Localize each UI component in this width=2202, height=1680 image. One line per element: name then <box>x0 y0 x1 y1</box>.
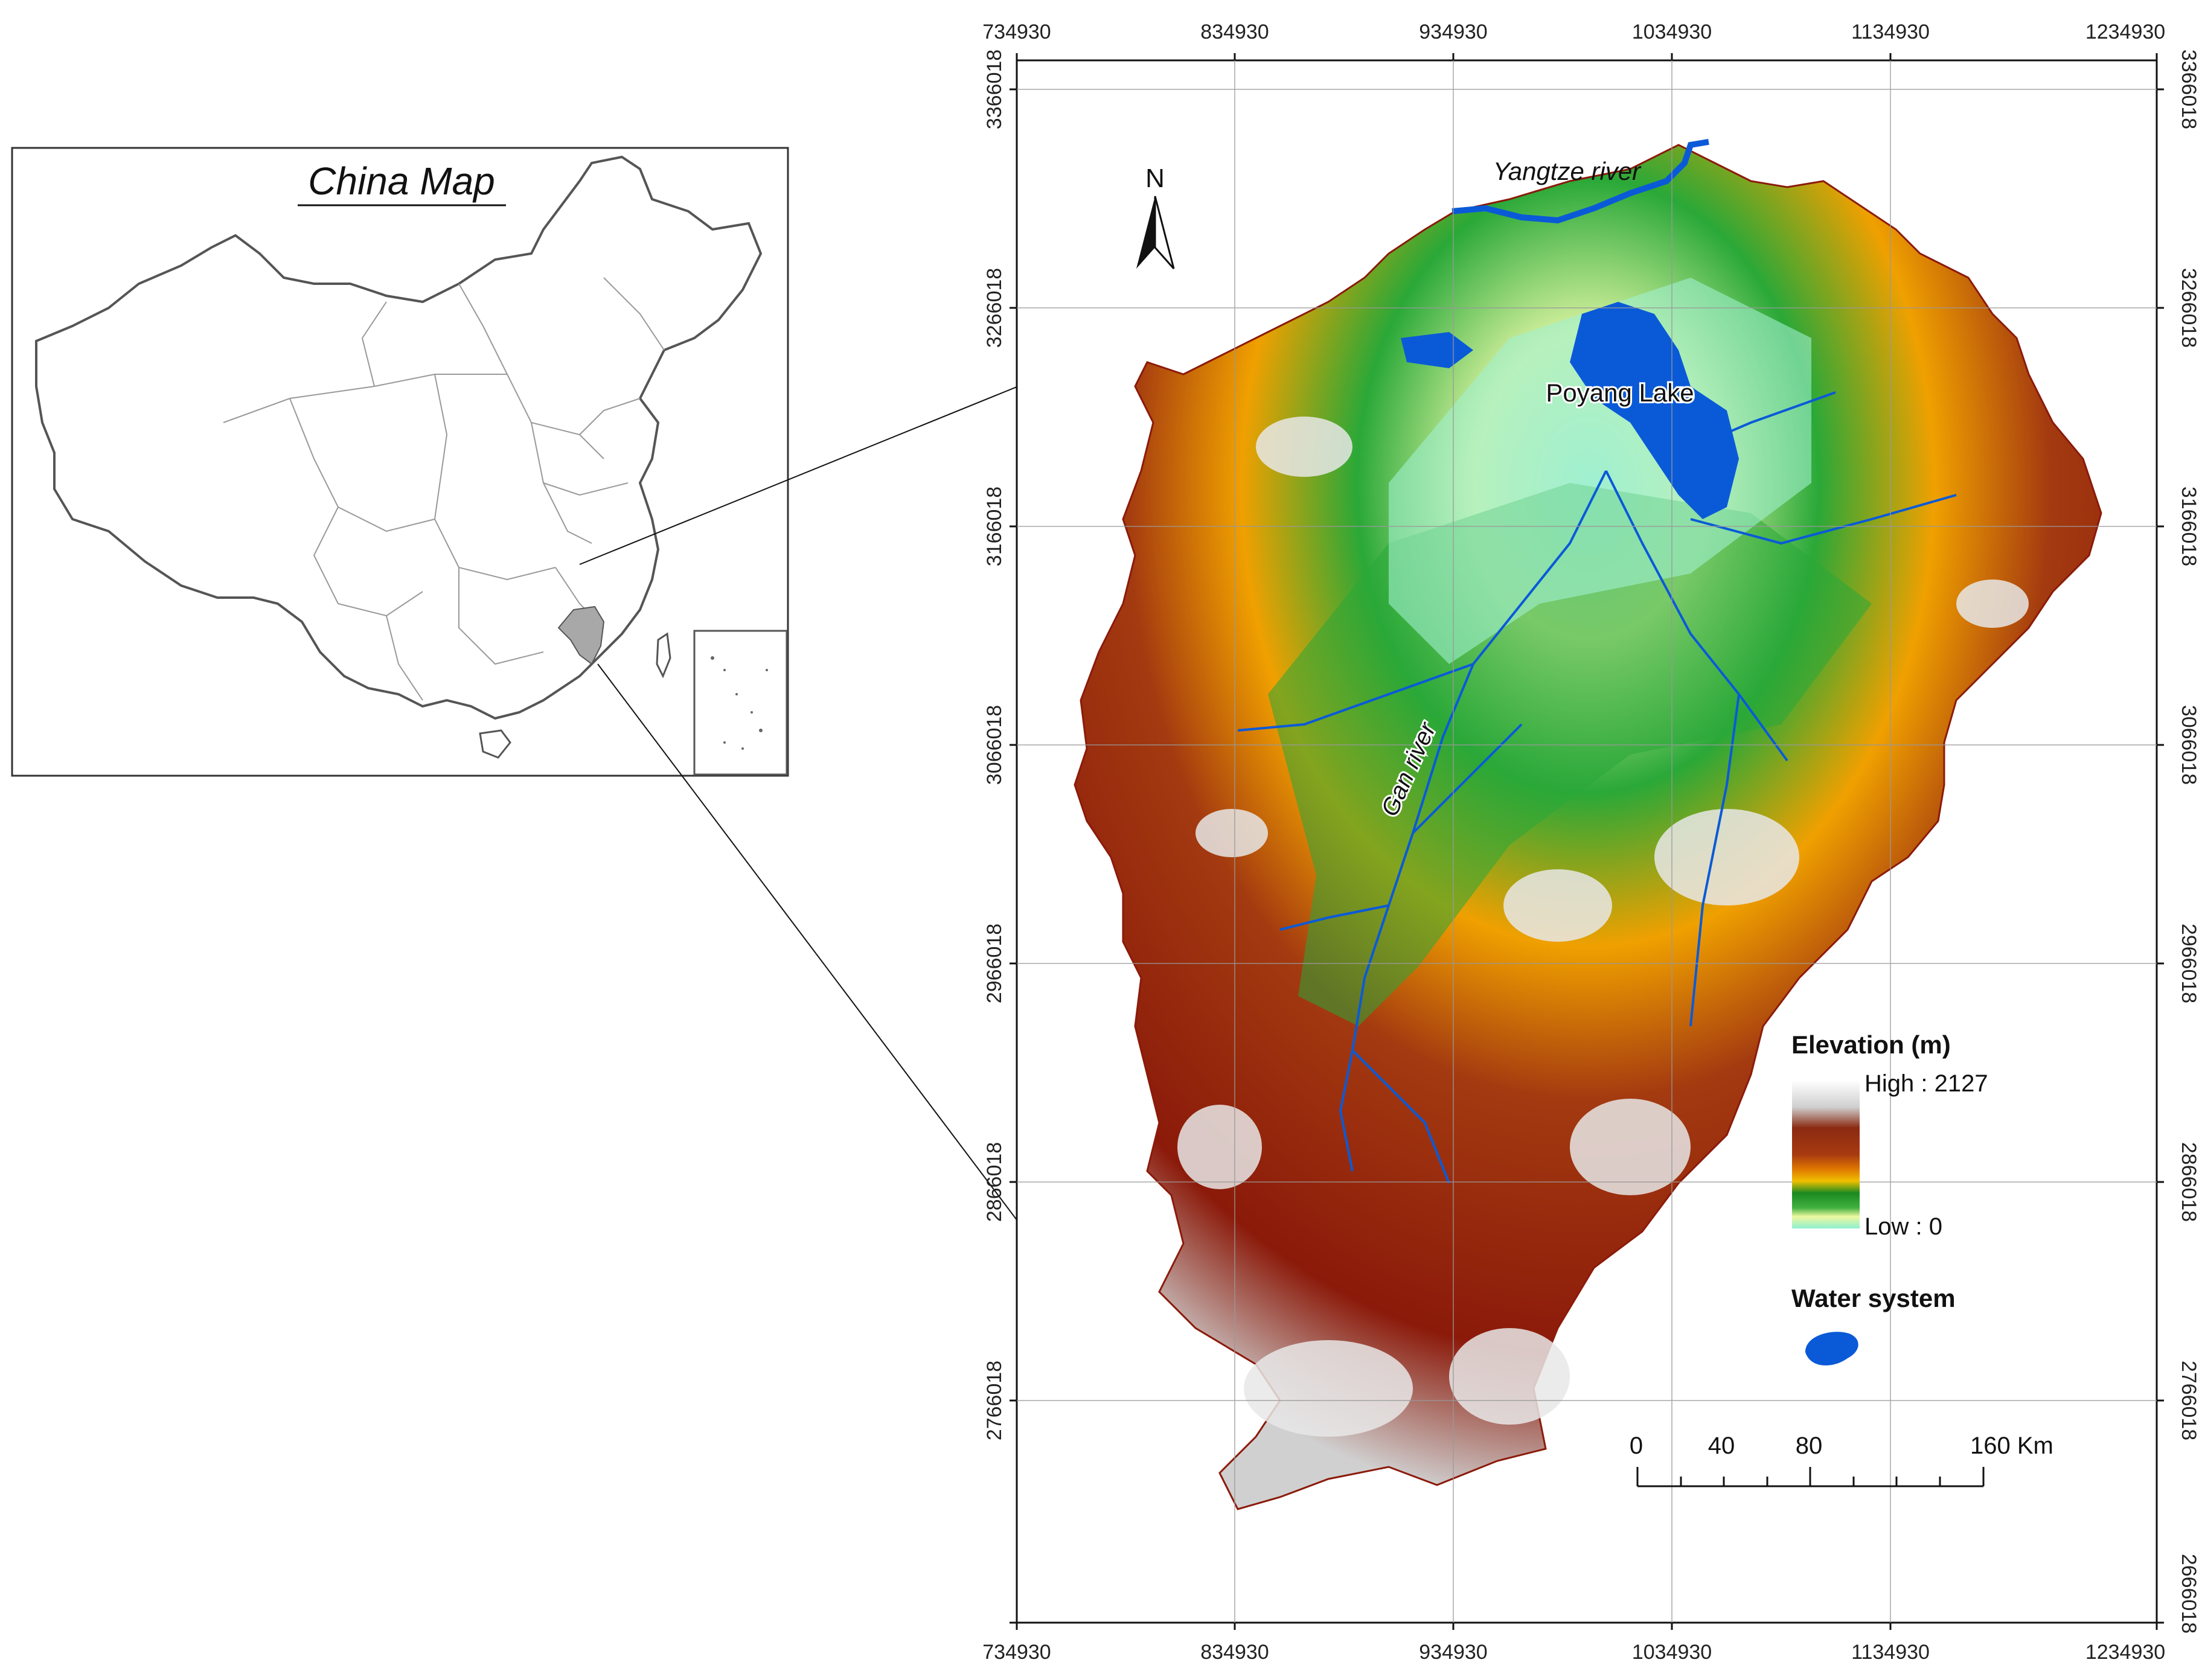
y-tick-left: 3066018 <box>983 705 1006 785</box>
y-tick-right: 2766018 <box>2177 1361 2200 1440</box>
lake-west <box>1401 332 1473 368</box>
taiwan-island <box>656 632 671 679</box>
poyang-label: Poyang Lake <box>1546 378 1694 407</box>
x-tick-top: 934930 <box>1419 21 1487 43</box>
x-tick-bottom: 934930 <box>1419 1641 1487 1664</box>
y-tick-left: 2966018 <box>983 924 1006 1003</box>
x-ticks-top: 734930 834930 934930 1034930 1134930 123… <box>982 21 2165 43</box>
elevation-low-label: Low : 0 <box>1864 1213 1942 1240</box>
scale-label: 80 <box>1796 1432 1823 1459</box>
y-tick-right: 2866018 <box>2177 1142 2200 1222</box>
plain-band <box>1389 278 1811 664</box>
y-tick-right: 2966018 <box>2177 924 2200 1003</box>
province-borders <box>223 277 665 701</box>
y-tick-left: 3166018 <box>983 487 1006 566</box>
china-inset: China Map <box>11 147 789 777</box>
y-tick-right: 2666018 <box>2177 1554 2200 1634</box>
y-tick-right: 3366018 <box>2177 50 2200 129</box>
grid-lines <box>1017 60 2157 1623</box>
south-china-sea-inset <box>693 630 788 776</box>
scale-label: 0 <box>1630 1432 1643 1459</box>
water-legend-title: Water system <box>1791 1284 1956 1312</box>
x-tick-bottom: 734930 <box>982 1641 1051 1664</box>
elevation-high-label: High : 2127 <box>1864 1070 1988 1097</box>
x-tick-bottom: 1134930 <box>1851 1641 1930 1664</box>
y-tick-left: 2866018 <box>983 1142 1006 1222</box>
scale-bar: 0 40 80 160 Km <box>1630 1432 2053 1487</box>
elevation-legend-title: Elevation (m) <box>1791 1030 1951 1059</box>
x-tick-top: 1034930 <box>1632 21 1712 43</box>
y-tick-right: 3066018 <box>2177 705 2200 785</box>
north-label: N <box>1145 164 1165 193</box>
x-tick-top: 834930 <box>1200 21 1269 43</box>
x-tick-top: 1234930 <box>2085 21 2165 43</box>
china-outline <box>35 155 763 720</box>
y-tick-left: 2766018 <box>983 1361 1006 1440</box>
x-tick-top: 734930 <box>982 21 1051 43</box>
legend: Elevation (m) High : 2127 Low : 0 Water … <box>1791 1030 1988 1365</box>
scale-label: 40 <box>1708 1432 1735 1459</box>
elevation-relief <box>1074 144 2102 1510</box>
x-tick-bottom: 834930 <box>1200 1641 1269 1664</box>
inset-title: China Map <box>308 159 495 203</box>
x-tick-bottom: 1034930 <box>1632 1641 1712 1664</box>
yangtze-label: Yangtze river <box>1493 157 1642 185</box>
main-map: 734930 834930 934930 1034930 1134930 123… <box>982 21 2200 1664</box>
y-ticks-left: 3366018 3266018 3166018 3066018 2966018 … <box>983 50 1006 1440</box>
yangtze-river <box>1451 139 1709 224</box>
y-ticks-right: 3366018 3266018 3166018 3066018 2966018 … <box>2177 50 2200 1634</box>
y-tick-left: 3366018 <box>983 50 1006 129</box>
jiangxi-highlight <box>557 605 605 665</box>
x-ticks-bottom: 734930 834930 934930 1034930 1134930 123… <box>982 1641 2165 1664</box>
elevation-color-ramp <box>1792 1081 1860 1228</box>
x-tick-top: 1134930 <box>1851 21 1930 43</box>
hainan-island <box>479 729 511 759</box>
scale-label: 160 Km <box>1970 1432 2053 1459</box>
north-arrow-icon: N <box>1136 164 1175 269</box>
x-tick-bottom: 1234930 <box>2085 1641 2165 1664</box>
y-tick-right: 3266018 <box>2177 268 2200 348</box>
water-legend-swatch <box>1805 1332 1858 1365</box>
y-tick-right: 3166018 <box>2177 487 2200 566</box>
poyang-lake <box>1570 302 1739 519</box>
y-tick-left: 3266018 <box>983 268 1006 348</box>
tick-marks <box>1010 53 2164 1630</box>
south-china-sea-islands <box>711 656 768 750</box>
